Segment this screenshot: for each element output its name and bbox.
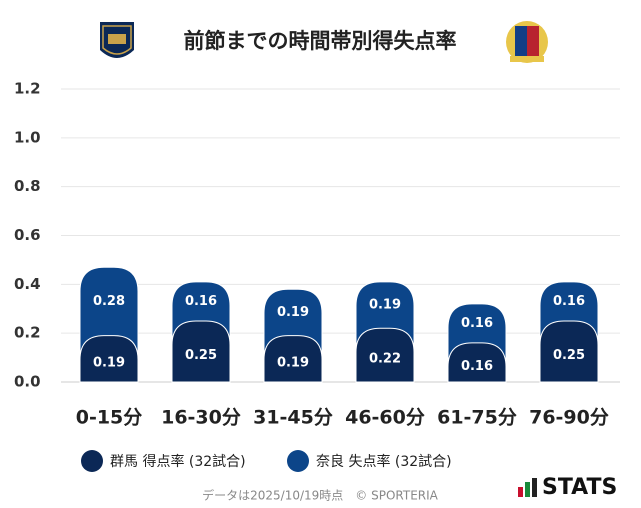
y-tick-label: 0.2: [14, 324, 41, 342]
bar-segment: [447, 342, 507, 383]
value-label: 0.16: [461, 359, 493, 374]
value-label: 0.25: [553, 348, 585, 363]
chart-title: 前節までの時間帯別得失点率: [184, 29, 457, 53]
value-label: 0.28: [93, 294, 125, 309]
value-label: 0.22: [369, 352, 401, 367]
y-tick-label: 1.0: [14, 128, 41, 146]
value-label: 0.16: [461, 316, 493, 331]
value-label: 0.19: [277, 355, 309, 370]
bar-segment: [355, 327, 415, 383]
x-tick-label: 61-75分: [437, 407, 517, 429]
y-tick-label: 0.8: [14, 177, 41, 195]
x-tick-label: 76-90分: [529, 407, 609, 429]
value-label: 0.19: [277, 305, 309, 320]
x-tick-label: 0-15分: [76, 407, 143, 429]
legend-label: 群馬 得点率 (32試合): [110, 453, 246, 470]
y-tick-label: 1.2: [14, 80, 41, 98]
legend-swatch: [81, 450, 103, 472]
x-tick-label: 16-30分: [161, 407, 241, 429]
y-tick-label: 0.0: [14, 373, 41, 391]
bar-segment: [263, 335, 323, 383]
value-label: 0.19: [369, 298, 401, 313]
home-crest: [100, 22, 134, 58]
bar-segment: [539, 320, 599, 383]
value-label: 0.25: [185, 348, 217, 363]
bar-segment: [79, 335, 139, 383]
away-crest: [506, 21, 548, 63]
y-tick-label: 0.4: [14, 275, 41, 293]
x-tick-label: 46-60分: [345, 407, 425, 429]
legend-label: 奈良 失点率 (32試合): [316, 453, 452, 470]
brand-logo: STATS: [518, 475, 617, 500]
value-label: 0.16: [185, 294, 217, 309]
value-label: 0.16: [553, 294, 585, 309]
legend-swatch: [287, 450, 309, 472]
bar-segment: [171, 320, 231, 383]
value-label: 0.19: [93, 355, 125, 370]
brand-text: STATS: [542, 475, 617, 500]
footer: データは2025/10/19時点 © SPORTERIA: [202, 488, 439, 503]
y-tick-label: 0.6: [14, 226, 41, 244]
x-tick-label: 31-45分: [253, 407, 333, 429]
